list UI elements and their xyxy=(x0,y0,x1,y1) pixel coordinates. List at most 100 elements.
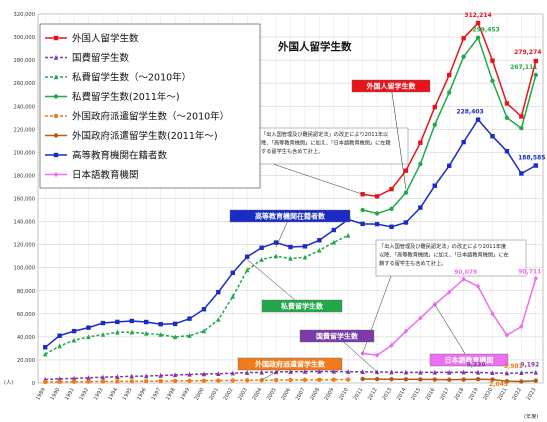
callout-label: 外国人留学生数 xyxy=(367,82,417,91)
data-point xyxy=(230,370,235,376)
data-point xyxy=(519,323,524,330)
callout-leader xyxy=(390,85,407,190)
x-tick-label: 2020 xyxy=(482,387,494,401)
data-point xyxy=(259,245,264,250)
data-point xyxy=(374,211,380,216)
x-tick-label: 2005 xyxy=(266,387,278,401)
data-point xyxy=(129,318,134,324)
data-point xyxy=(100,320,106,326)
y-tick-label: 320,000 xyxy=(14,12,35,18)
note-leader xyxy=(272,163,363,195)
data-point xyxy=(259,369,264,375)
data-point xyxy=(389,186,394,192)
data-point xyxy=(533,72,538,78)
callout-label: 私費留学生数 xyxy=(280,302,324,311)
data-point xyxy=(519,379,524,384)
data-point xyxy=(273,240,279,245)
callout-label: 外国政府派遣留学生数 xyxy=(255,360,326,369)
y-tick-label: 220,000 xyxy=(14,127,35,133)
data-point xyxy=(418,205,423,210)
data-point xyxy=(504,149,510,154)
series-layer xyxy=(43,20,538,385)
value-label: 90,079 xyxy=(454,269,477,276)
data-point xyxy=(71,379,77,384)
legend-swatch-marker xyxy=(53,171,59,178)
callout-box xyxy=(299,329,375,343)
x-tick-label: 1999 xyxy=(179,387,191,401)
value-label: 228,403 xyxy=(456,109,483,116)
data-point xyxy=(403,377,409,382)
data-point xyxy=(533,275,538,281)
data-point xyxy=(447,289,452,295)
x-tick-label: 2016 xyxy=(425,387,437,401)
x-tick-label: 2013 xyxy=(381,387,393,401)
series-line xyxy=(44,234,349,355)
data-point xyxy=(519,114,524,119)
data-point xyxy=(533,58,538,64)
legend-swatch-marker xyxy=(53,133,59,138)
data-point xyxy=(389,224,394,229)
annotation-note: 「出入国管理及び難民認定法」の改正により2011年以降、「高等教育機関」に加え、… xyxy=(257,127,409,195)
data-point xyxy=(461,276,466,282)
data-point xyxy=(475,20,481,26)
note-box xyxy=(375,239,527,277)
x-tick-label: 2008 xyxy=(309,387,321,401)
data-point xyxy=(172,321,178,327)
data-point xyxy=(447,369,452,375)
data-point xyxy=(447,90,452,95)
data-point xyxy=(447,377,452,382)
data-point xyxy=(461,36,466,41)
callout-box xyxy=(351,79,431,93)
annotation-layer: 「出入国管理及び難民認定法」の改正により2011年以降、「高等教育機関」に加え、… xyxy=(257,127,527,354)
data-point xyxy=(129,329,134,335)
data-point xyxy=(533,378,538,383)
data-point xyxy=(245,378,250,383)
data-point xyxy=(461,377,466,382)
x-tick-label: 1994 xyxy=(107,386,119,401)
data-point xyxy=(86,325,91,330)
data-point xyxy=(504,378,510,384)
data-point xyxy=(187,316,192,321)
x-tick-label: 2011 xyxy=(353,387,365,401)
data-point xyxy=(360,207,365,213)
x-tick-label: 2022 xyxy=(511,387,523,401)
x-tick-label: 2012 xyxy=(367,387,379,401)
x-tick-label: 1990 xyxy=(50,387,62,401)
x-tick-label: 1995 xyxy=(122,387,134,401)
data-point xyxy=(302,368,308,374)
data-point xyxy=(475,117,481,122)
y-tick-label: 140,000 xyxy=(14,220,35,226)
y-tick-label: 240,000 xyxy=(14,104,35,110)
data-point xyxy=(86,379,91,384)
y-tick-label: 200,000 xyxy=(14,150,35,156)
note-box xyxy=(257,127,409,165)
data-point xyxy=(201,307,207,312)
data-point xyxy=(389,206,394,212)
data-point xyxy=(331,239,336,245)
data-point xyxy=(475,376,481,382)
data-point xyxy=(144,373,149,379)
x-tick-label: 2007 xyxy=(295,387,307,401)
legend-label: 外国人留学生数 xyxy=(72,33,139,45)
data-point xyxy=(360,369,365,375)
data-point xyxy=(360,221,365,227)
x-tick-label: 2000 xyxy=(194,387,206,401)
data-point xyxy=(389,376,394,382)
data-point xyxy=(216,371,221,376)
data-point xyxy=(317,247,322,253)
data-point xyxy=(490,78,495,84)
data-point xyxy=(374,221,380,227)
data-point xyxy=(216,316,221,322)
data-point xyxy=(288,244,293,250)
data-point xyxy=(302,254,308,260)
data-point xyxy=(461,139,466,145)
callout-box xyxy=(261,299,343,313)
data-point xyxy=(172,334,178,340)
data-point xyxy=(71,337,77,343)
series-6 xyxy=(43,117,538,350)
legend-swatch-marker xyxy=(53,152,59,158)
data-point xyxy=(447,163,452,168)
